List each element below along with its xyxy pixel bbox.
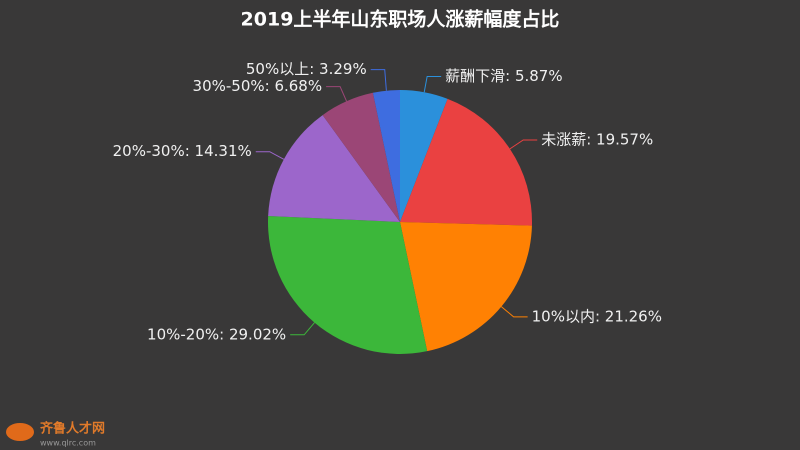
- pie-slice: [400, 98, 532, 226]
- data-label: 50%以上: 3.29%: [246, 60, 367, 78]
- leader-line: [255, 151, 285, 160]
- data-label: 10%-20%: 29.02%: [147, 325, 286, 343]
- data-label: 20%-30%: 14.31%: [113, 142, 252, 160]
- data-label: 薪酬下滑: 5.87%: [445, 67, 562, 85]
- data-label: 10%以内: 21.26%: [532, 307, 662, 325]
- watermark-url: www.qlrc.com: [40, 439, 96, 448]
- watermark: 齐鲁人才网 www.qlrc.com: [6, 421, 105, 448]
- leader-line: [326, 86, 348, 102]
- pie-slice: [400, 222, 532, 352]
- pie-slice: [400, 90, 448, 222]
- leader-line: [423, 76, 442, 93]
- chart-title: 2019上半年山东职场人涨薪幅度占比: [241, 8, 560, 31]
- watermark-logo: [6, 423, 34, 441]
- leader-line: [290, 322, 315, 336]
- data-label: 30%-50%: 6.68%: [193, 77, 323, 95]
- pie-slice: [322, 92, 400, 222]
- pie-slice: [268, 216, 428, 354]
- pie-slice: [268, 115, 400, 222]
- watermark-name: 齐鲁人才网: [40, 421, 105, 437]
- leader-line: [509, 139, 538, 150]
- leader-line: [501, 306, 528, 318]
- data-label: 未涨薪: 19.57%: [541, 131, 653, 149]
- leader-line: [370, 69, 387, 91]
- pie-slice: [372, 90, 400, 222]
